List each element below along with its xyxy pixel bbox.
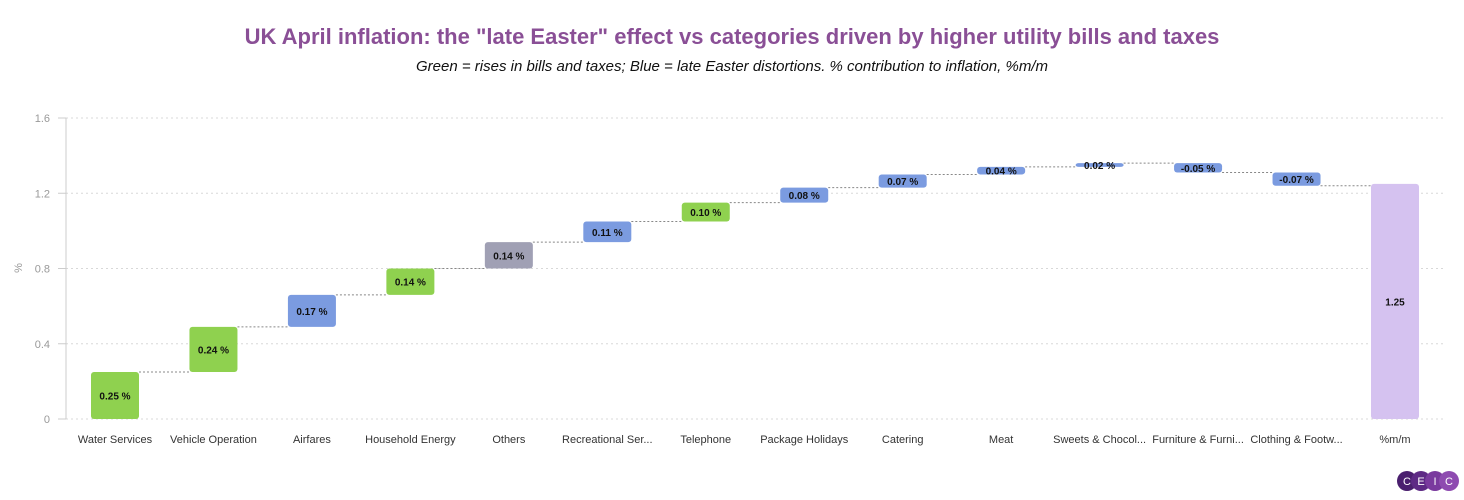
bar	[681, 202, 730, 222]
bar	[780, 187, 829, 203]
x-tick-label: Airfares	[293, 434, 331, 446]
y-tick-label: 0.8	[35, 264, 50, 276]
gridlines	[66, 117, 1444, 420]
x-tick-label: Vehicle Operation	[170, 434, 257, 446]
bars: 0.25 % 0.24 % 0.17 % 0.14 % 0.14 % 0.11 % 0.10…	[91, 161, 1419, 419]
bar	[977, 166, 1026, 175]
bar-value-label: 0.14 %	[493, 251, 524, 262]
connectors	[139, 162, 1371, 373]
bar	[1075, 163, 1124, 167]
bar-value-label: -0.07 %	[1279, 175, 1314, 186]
logo-letter: C	[1403, 476, 1411, 488]
bar-value-label: 0.04 %	[986, 167, 1017, 178]
bar	[386, 268, 435, 295]
x-tick-label: Sweets & Chocol...	[1053, 434, 1146, 446]
bar	[583, 221, 632, 243]
bar-value-label: 0.25 %	[99, 391, 130, 402]
bar-value-label: 0.14 %	[395, 278, 426, 289]
bar	[91, 371, 139, 419]
bar-value-label: 0.08 %	[789, 191, 820, 202]
x-tick-label: Furniture & Furni...	[1152, 434, 1244, 446]
bar-value-label: 0.11 %	[592, 228, 623, 239]
bar-value-label: -0.05 %	[1181, 164, 1216, 175]
bar	[189, 326, 238, 372]
bar-value-label: 0.02 %	[1084, 161, 1115, 172]
logo-letter: E	[1417, 476, 1424, 488]
x-tick-label: Package Holidays	[760, 434, 849, 446]
x-tick-label: Water Services	[78, 434, 153, 446]
x-tick-label: Recreational Ser...	[562, 434, 653, 446]
bar	[1371, 183, 1419, 419]
bar-value-label: 0.24 %	[198, 345, 229, 356]
y-tick-label: 1.6	[35, 113, 50, 125]
chart-subtitle: Green = rises in bills and taxes; Blue =…	[416, 58, 1048, 75]
x-tick-label: Clothing & Footw...	[1250, 434, 1342, 446]
bar-value-label: 0.17 %	[296, 307, 327, 318]
x-tick-label: Catering	[882, 434, 924, 446]
bar-value-label: 1.25	[1385, 297, 1405, 308]
y-axis: 0 0.4 0.8 1.2 1.6	[35, 113, 67, 426]
x-tick-label: Household Energy	[365, 434, 456, 446]
logo-letter: I	[1433, 476, 1436, 488]
bar	[484, 242, 533, 269]
bar-value-label: 0.07 %	[887, 177, 918, 188]
y-tick-label: 0.4	[35, 339, 50, 351]
logo-letter: C	[1445, 476, 1453, 488]
bar-value-label: 0.10 %	[690, 208, 721, 219]
x-tick-label: %m/m	[1379, 434, 1410, 446]
bar	[287, 294, 336, 327]
x-tick-label: Meat	[989, 434, 1013, 446]
y-tick-label: 1.2	[35, 188, 50, 200]
x-tick-label: Others	[492, 434, 526, 446]
bar	[878, 174, 927, 188]
x-tick-label: Telephone	[680, 434, 731, 446]
x-axis-labels: Water Services Vehicle Operation Airfares H…	[78, 434, 1411, 446]
y-tick-label: 0	[44, 414, 50, 426]
y-axis-label: %	[13, 263, 25, 273]
bar	[1272, 172, 1321, 186]
chart-title: UK April inflation: the "late Easter" ef…	[244, 24, 1220, 49]
bar	[1174, 163, 1223, 173]
